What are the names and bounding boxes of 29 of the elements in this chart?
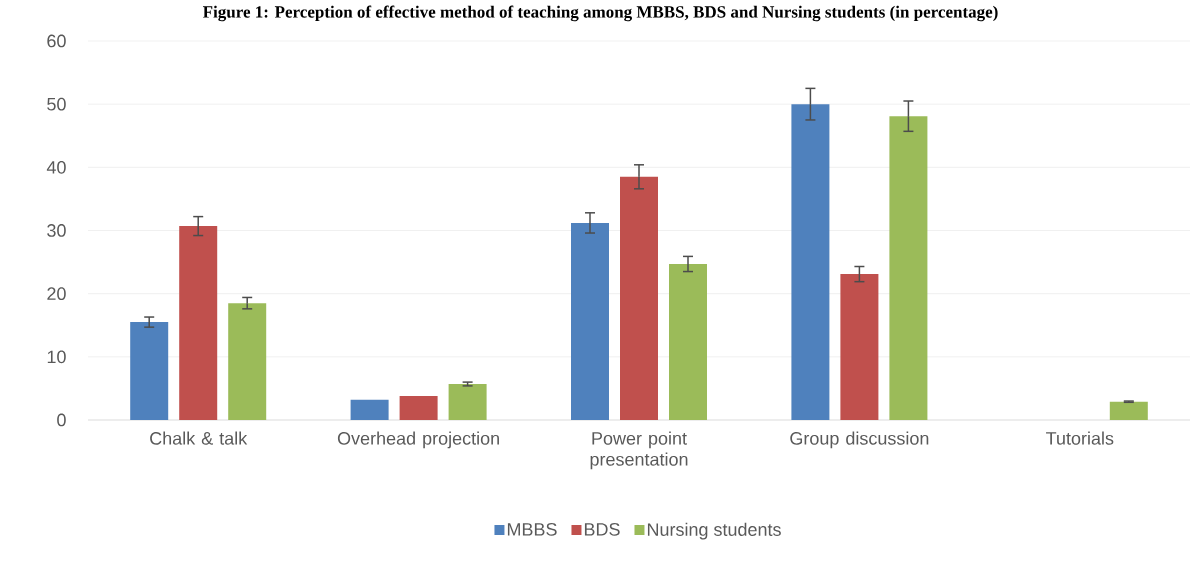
- bar: [620, 176, 658, 420]
- x-tick-label: Power point presentation: [590, 431, 688, 470]
- bar: [840, 274, 879, 420]
- bar: [228, 303, 267, 420]
- y-tick-label: 30: [47, 224, 66, 237]
- legend-label: MBBS: [507, 522, 557, 536]
- bar: [1109, 401, 1148, 420]
- y-tick-label: 10: [47, 350, 66, 364]
- bar: [179, 226, 218, 420]
- bar: [571, 222, 609, 420]
- chart-title: Figure 1: Perception of effective method of teaching among MBBS, BDS and Nursing students (in percentage): [202, 5, 998, 22]
- bar: [669, 263, 708, 420]
- legend-label: Nursing students: [647, 522, 781, 540]
- bar: [448, 384, 487, 420]
- y-tick-label: 0: [57, 413, 66, 427]
- x-tick-label: Group discussion: [790, 431, 929, 449]
- bar: [791, 104, 830, 420]
- y-tick-label: 20: [47, 287, 66, 301]
- y-tick-label: 60: [47, 34, 66, 48]
- bar: [399, 396, 438, 420]
- bar: [889, 116, 928, 420]
- bar: [130, 322, 169, 420]
- bar: [350, 399, 389, 420]
- y-tick-label: 50: [47, 97, 66, 111]
- x-tick-label: Chalk & talk: [150, 431, 248, 445]
- x-tick-label: Overhead projection: [337, 431, 499, 449]
- y-tick-label: 40: [46, 160, 66, 174]
- x-tick-label: Tutorials: [1046, 431, 1114, 445]
- legend-label: BDS: [584, 522, 620, 536]
